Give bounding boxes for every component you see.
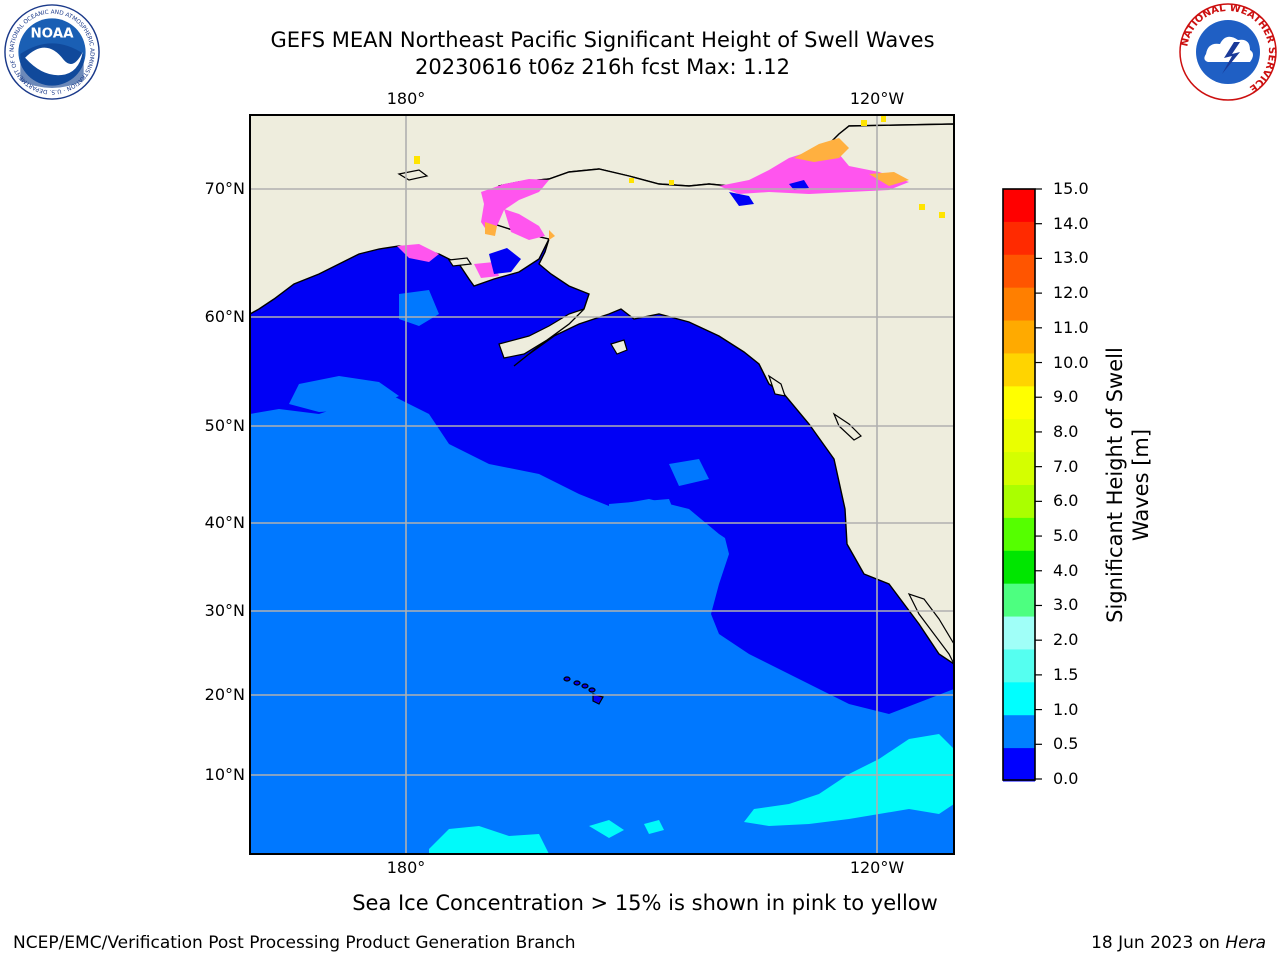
colorbar-label: 0.0: [1053, 769, 1079, 788]
colorbar-label: 3.0: [1053, 595, 1079, 615]
colorbar-label: 10.0: [1053, 352, 1089, 372]
colorbar-segment: [1003, 287, 1035, 322]
lat-tick-50n: 50°N: [204, 416, 245, 435]
cyan-swell-patch: [429, 826, 549, 854]
colorbar-segment: [1003, 748, 1035, 782]
colorbar-segment: [1003, 715, 1035, 749]
lon-tick-bottom-120w: 120°W: [849, 858, 905, 877]
nws-logo: NATIONAL WEATHER SERVICE: [1179, 3, 1277, 101]
colorbar-segment: [1003, 616, 1035, 650]
footer-right: 18 Jun 2023 on Hera: [1091, 933, 1266, 953]
colorbar-segment: [1003, 189, 1035, 223]
mid-swell-patch: [609, 499, 679, 544]
land-island: [767, 374, 786, 397]
colorbar-segment: [1003, 583, 1035, 618]
sea-ice-note: Sea Ice Concentration > 15% is shown in …: [352, 891, 938, 915]
colorbar-segment: [1003, 419, 1035, 453]
colorbar-segment: [1003, 320, 1035, 354]
map-grid: [249, 114, 955, 855]
colorbar-label: 14.0: [1053, 213, 1089, 233]
colorbar-title-line1: Significant Height of Swell: [1103, 347, 1127, 623]
colorbar-segment: [1003, 452, 1035, 486]
lat-tick-20n: 20°N: [204, 685, 245, 704]
land-island: [610, 339, 628, 355]
sea-ice-beaufort: [719, 150, 909, 194]
land-island: [447, 257, 473, 267]
sea-ice-bering: [397, 179, 549, 278]
cyan-swell-patch: [589, 820, 624, 838]
colorbar-segment: [1003, 517, 1035, 552]
colorbar-label: 13.0: [1053, 248, 1089, 268]
mid-swell-patch: [669, 459, 709, 486]
colorbar-label: 1.0: [1053, 699, 1079, 719]
noaa-logo-text: NOAA: [30, 27, 74, 42]
lat-tick-60n: 60°N: [204, 307, 245, 326]
colorbar-label: 4.0: [1053, 560, 1079, 580]
colorbar-label: 2.0: [1053, 630, 1079, 650]
footer-date: 18 Jun 2023 on: [1091, 933, 1226, 953]
colorbar-label: 1.5: [1053, 664, 1079, 684]
map-frame: [249, 114, 955, 855]
lat-tick-70n: 70°N: [204, 179, 245, 198]
sea-ice-blue: [489, 180, 809, 274]
footer-left: NCEP/EMC/Verification Post Processing Pr…: [13, 933, 576, 953]
lon-tick-bottom-180: 180°: [386, 858, 426, 877]
colorbar-label: 9.0: [1053, 387, 1079, 407]
hawaii-islands: [563, 676, 604, 705]
colorbar-title: Significant Height of Swell Waves [m]: [1102, 275, 1154, 695]
lon-tick-top-120w: 120°W: [849, 89, 905, 108]
colorbar-label: 15.0: [1053, 179, 1089, 198]
footer-machine: Hera: [1225, 933, 1266, 953]
lat-tick-10n: 10°N: [204, 765, 245, 784]
land-vancouver-island: [832, 412, 862, 441]
colorbar-label: 0.5: [1053, 734, 1079, 754]
colorbar-label: 7.0: [1053, 456, 1079, 476]
swell-height-map: [249, 114, 955, 855]
colorbar-title-line2: Waves [m]: [1129, 428, 1153, 542]
colorbar-segment: [1003, 649, 1035, 683]
colorbar-segment: [1003, 386, 1035, 420]
chart-title: GEFS MEAN Northeast Pacific Significant …: [270, 28, 935, 52]
cyan-swell-patch: [644, 820, 664, 834]
colorbar: [1002, 188, 1042, 782]
colorbar-label: 5.0: [1053, 526, 1079, 546]
colorbar-segment: [1003, 485, 1035, 519]
lon-tick-top-180: 180°: [386, 89, 426, 108]
colorbar-label: 12.0: [1053, 283, 1089, 303]
noaa-logo: NOAA NATIONAL OCEANIC AND ATMOSPHERIC AD…: [4, 4, 100, 100]
cyan-swell-region: [744, 734, 954, 826]
mid-swell-patch: [289, 376, 399, 412]
colorbar-segment: [1003, 221, 1035, 256]
colorbar-label: 6.0: [1053, 491, 1079, 511]
sea-ice-edge: [485, 138, 909, 240]
colorbar-label: 8.0: [1053, 421, 1079, 441]
lat-tick-40n: 40°N: [204, 513, 245, 532]
colorbar-segment: [1003, 550, 1035, 585]
colorbar-segment: [1003, 254, 1035, 289]
colorbar-label: 11.0: [1053, 317, 1089, 337]
colorbar-segment: [1003, 682, 1035, 716]
lat-tick-30n: 30°N: [204, 601, 245, 620]
sea-ice-yellow: [414, 116, 945, 218]
chart-subtitle: 20230616 t06z 216h fcst Max: 1.12: [415, 55, 790, 79]
colorbar-segment: [1003, 353, 1035, 387]
